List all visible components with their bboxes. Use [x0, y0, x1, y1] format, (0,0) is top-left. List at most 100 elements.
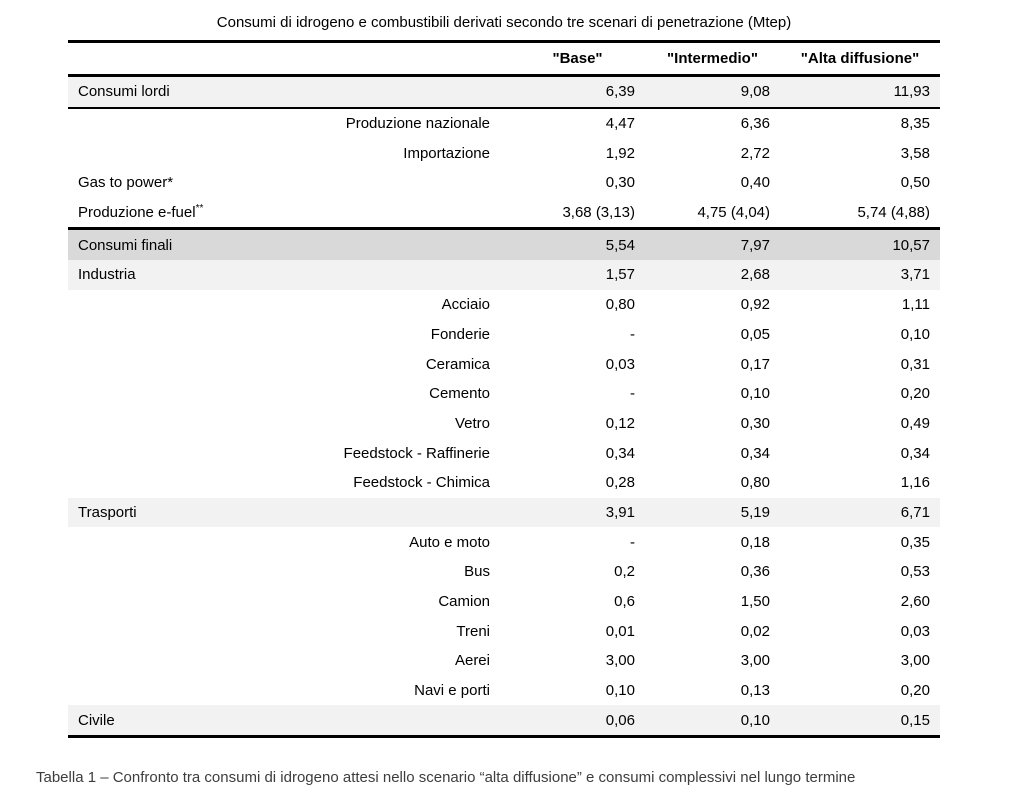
row-label: Trasporti [68, 497, 510, 528]
table-row: Treni 0,01 0,02 0,03 [68, 616, 940, 646]
row-label: Gas to power* [78, 174, 174, 192]
value-cell: 6,39 [510, 75, 645, 109]
value-cell: 3,00 [900, 652, 930, 670]
value-cell: 0,15 [780, 705, 940, 739]
table-row: Civile 0,06 0,10 0,15 [68, 705, 940, 739]
table-caption: Tabella 1 – Confronto tra consumi di idr… [36, 769, 856, 786]
value-cell: 0,10 [740, 385, 770, 403]
value-cell: 3,71 [780, 260, 940, 290]
value-cell: 0,31 [900, 355, 930, 373]
value-cell: 0,6 [614, 593, 635, 611]
row-label: Civile [68, 705, 510, 739]
value-cell: 0,10 [645, 705, 780, 739]
row-label: Navi e porti [414, 682, 490, 700]
value-cell: 0,05 [740, 325, 770, 343]
value-cell: 8,35 [900, 115, 930, 133]
value-cell: 1,57 [510, 260, 645, 290]
table-row: Industria 1,57 2,68 3,71 [68, 260, 940, 290]
value-cell: 0,06 [510, 705, 645, 739]
consumption-table: "Base" "Intermedio" "Alta diffusione" Co… [68, 43, 940, 739]
value-cell: 0,30 [740, 414, 770, 432]
table-row: Camion 0,6 1,50 2,60 [68, 587, 940, 617]
table-row: Produzione e-fuel** 3,68 (3,13) 4,75 (4,04… [68, 197, 940, 231]
value-cell: 1,50 [740, 593, 770, 611]
value-cell: 3,91 [510, 497, 645, 528]
value-cell: 0,80 [740, 474, 770, 492]
value-cell: 0,40 [740, 174, 770, 192]
value-cell: - [630, 533, 635, 551]
row-label: Aerei [454, 652, 490, 670]
value-cell: 4,47 [605, 115, 635, 133]
value-cell: 0,03 [900, 622, 930, 640]
row-label: Auto e moto [409, 533, 490, 551]
value-cell: 3,68 (3,13) [510, 197, 645, 231]
value-cell: 0,92 [740, 296, 770, 314]
row-label: Industria [68, 260, 510, 290]
value-cell: 0,17 [740, 355, 770, 373]
table-row: Produzione nazionale 4,47 6,36 8,35 [68, 108, 940, 139]
column-header-base: "Base" [510, 43, 645, 77]
value-cell: 2,72 [740, 144, 770, 162]
value-cell: 0,20 [900, 385, 930, 403]
row-label: Consumi finali [68, 228, 510, 261]
table-row: Bus 0,2 0,36 0,53 [68, 557, 940, 587]
table-title: Consumi di idrogeno e combustibili deriv… [68, 8, 940, 43]
table-row: Feedstock - Raffinerie 0,34 0,34 0,34 [68, 438, 940, 468]
row-label-footnote-marker: ** [195, 203, 204, 215]
table-row: Trasporti 3,91 5,19 6,71 [68, 497, 940, 528]
value-cell: 9,08 [645, 75, 780, 109]
row-label: Produzione nazionale [345, 115, 490, 133]
value-cell: - [630, 385, 635, 403]
row-label: Treni [456, 622, 490, 640]
value-cell: 1,16 [900, 474, 930, 492]
value-cell: 2,68 [645, 260, 780, 290]
row-label: Cemento [429, 385, 490, 403]
value-cell: 5,54 [510, 228, 645, 261]
row-label: Bus [464, 563, 490, 581]
value-cell: 0,18 [740, 533, 770, 551]
row-label: Fonderie [430, 325, 490, 343]
row-label: Feedstock - Chimica [353, 474, 490, 492]
value-cell: 0,13 [740, 682, 770, 700]
row-label: Consumi lordi [68, 75, 510, 109]
value-cell: 0,34 [740, 444, 770, 462]
row-label: Acciaio [441, 296, 490, 314]
value-cell: 0,28 [605, 474, 635, 492]
row-label: Vetro [454, 414, 490, 432]
table-row: Ceramica 0,03 0,17 0,31 [68, 349, 940, 379]
table-row: Consumi lordi 6,39 9,08 11,93 [68, 75, 940, 109]
table-row: Acciaio 0,80 0,92 1,11 [68, 290, 940, 320]
row-label: Ceramica [425, 355, 490, 373]
value-cell: 0,35 [900, 533, 930, 551]
table-body: Consumi lordi 6,39 9,08 11,93 Produzione naz… [68, 75, 940, 739]
table-row: Auto e moto - 0,18 0,35 [68, 527, 940, 557]
value-cell: 0,20 [900, 682, 930, 700]
table-row: Vetro 0,12 0,30 0,49 [68, 409, 940, 439]
value-cell: 0,80 [605, 296, 635, 314]
value-cell: 0,10 [605, 682, 635, 700]
table-row: Importazione 1,92 2,72 3,58 [68, 138, 940, 168]
value-cell: 5,74 (4,88) [780, 197, 940, 231]
table-row: Fonderie - 0,05 0,10 [68, 320, 940, 350]
row-label: Camion [438, 593, 490, 611]
value-cell: 0,10 [900, 325, 930, 343]
column-header-intermedio: "Intermedio" [645, 43, 780, 77]
value-cell: 0,49 [900, 414, 930, 432]
value-cell: 10,57 [780, 228, 940, 261]
value-cell: 7,97 [645, 228, 780, 261]
value-cell: 11,93 [780, 75, 940, 109]
table-row: Cemento - 0,10 0,20 [68, 379, 940, 409]
value-cell: 0,12 [605, 414, 635, 432]
row-label: Produzione e-fuel** [68, 197, 510, 231]
value-cell: 0,01 [605, 622, 635, 640]
value-cell: 0,34 [605, 444, 635, 462]
value-cell: 0,53 [900, 563, 930, 581]
value-cell: 1,92 [605, 144, 635, 162]
value-cell: 3,00 [605, 652, 635, 670]
row-label: Feedstock - Raffinerie [343, 444, 490, 462]
value-cell: - [630, 325, 635, 343]
value-cell: 0,02 [740, 622, 770, 640]
table-row: Navi e porti 0,10 0,13 0,20 [68, 676, 940, 706]
value-cell: 3,00 [740, 652, 770, 670]
value-cell: 0,03 [605, 355, 635, 373]
